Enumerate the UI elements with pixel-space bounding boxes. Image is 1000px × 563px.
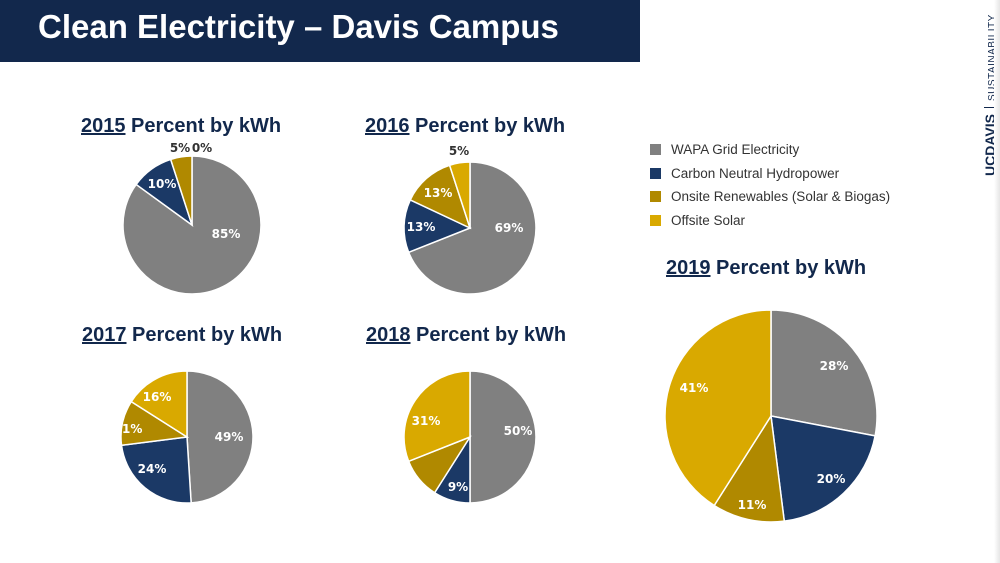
pie-slice bbox=[770, 309, 878, 437]
slice-label: 69% bbox=[495, 221, 524, 235]
title-bar: Clean Electricity – Davis Campus bbox=[0, 0, 640, 62]
slice-label: 24% bbox=[138, 462, 167, 476]
pie-slice bbox=[120, 436, 192, 504]
slide-edge-shadow bbox=[994, 0, 1000, 563]
slice-label: 5% bbox=[170, 141, 190, 155]
slice-label: 50% bbox=[504, 424, 533, 438]
pie-slice bbox=[186, 370, 254, 504]
chart-title-text: Percent by kWh bbox=[126, 324, 283, 346]
slide-title: Clean Electricity – Davis Campus bbox=[38, 8, 559, 45]
slice-label: 13% bbox=[407, 220, 436, 234]
chart-title-2015: 2015 Percent by kWh bbox=[81, 115, 281, 138]
legend-swatch bbox=[650, 214, 661, 226]
pie-chart-2019: 28% 20% 11% 41% bbox=[664, 309, 878, 523]
pie-slice bbox=[664, 309, 772, 507]
chart-title-year: 2018 bbox=[366, 324, 411, 346]
slice-label: 20% bbox=[817, 472, 846, 486]
legend: WAPA Grid Electricity Carbon Neutral Hyd… bbox=[650, 138, 890, 232]
chart-title-year: 2015 bbox=[81, 115, 126, 137]
slice-label: 0% bbox=[192, 141, 212, 155]
slice-label: 41% bbox=[680, 381, 709, 395]
chart-title-year: 2016 bbox=[365, 115, 410, 137]
legend-label: Offsite Solar bbox=[671, 212, 746, 228]
legend-swatch bbox=[650, 191, 661, 203]
chart-title-year: 2017 bbox=[82, 324, 127, 346]
legend-label: Carbon Neutral Hydropower bbox=[671, 165, 840, 181]
pie-slice bbox=[130, 370, 188, 439]
legend-item: Offsite Solar bbox=[650, 209, 890, 233]
legend-swatch bbox=[650, 144, 661, 156]
chart-title-text: Percent by kWh bbox=[125, 115, 282, 137]
chart-title-year: 2019 bbox=[666, 257, 711, 279]
slice-label: 28% bbox=[820, 359, 849, 373]
slice-label: 85% bbox=[212, 227, 241, 241]
legend-item: Onsite Renewables (Solar & Biogas) bbox=[650, 185, 890, 209]
chart-title-text: Percent by kWh bbox=[710, 257, 867, 279]
chart-title-text: Percent by kWh bbox=[409, 115, 566, 137]
legend-label: WAPA Grid Electricity bbox=[671, 142, 800, 158]
pie-slice bbox=[403, 370, 471, 463]
slice-label: 49% bbox=[215, 430, 244, 444]
pie-slice bbox=[713, 413, 786, 523]
slice-label: 13% bbox=[424, 186, 453, 200]
chart-title-2016: 2016 Percent by kWh bbox=[365, 115, 565, 138]
pie-chart-2016: 69% 13% 13% 5% bbox=[403, 144, 537, 295]
pie-chart-2018: 50% 9% 31% bbox=[403, 370, 537, 504]
pie-slice bbox=[469, 370, 537, 504]
pie-slice bbox=[770, 415, 876, 523]
legend-item: WAPA Grid Electricity bbox=[650, 138, 890, 162]
slice-label: 11% bbox=[738, 498, 767, 512]
legend-item: Carbon Neutral Hydropower bbox=[650, 162, 890, 186]
pie-slice bbox=[448, 161, 471, 229]
legend-label: Onsite Renewables (Solar & Biogas) bbox=[671, 189, 891, 205]
legend-swatch bbox=[650, 167, 661, 179]
chart-title-2017: 2017 Percent by kWh bbox=[82, 324, 282, 347]
slice-label: 9% bbox=[448, 480, 468, 494]
slice-label: 11% bbox=[114, 422, 143, 436]
chart-title-text: Percent by kWh bbox=[410, 324, 567, 346]
pie-slice bbox=[407, 161, 537, 295]
slice-label: 16% bbox=[143, 390, 172, 404]
pie-slice bbox=[169, 155, 193, 226]
slice-label: 10% bbox=[148, 177, 177, 191]
pie-chart-2017: 49% 24% 11% 16% bbox=[114, 370, 254, 504]
pie-chart-2015: 85% 10% 5% 0% bbox=[122, 141, 262, 295]
chart-title-2018: 2018 Percent by kWh bbox=[366, 324, 566, 347]
chart-title-2019: 2019 Percent by kWh bbox=[666, 257, 866, 280]
slice-label: 31% bbox=[412, 414, 441, 428]
slice-label: 5% bbox=[449, 144, 469, 158]
